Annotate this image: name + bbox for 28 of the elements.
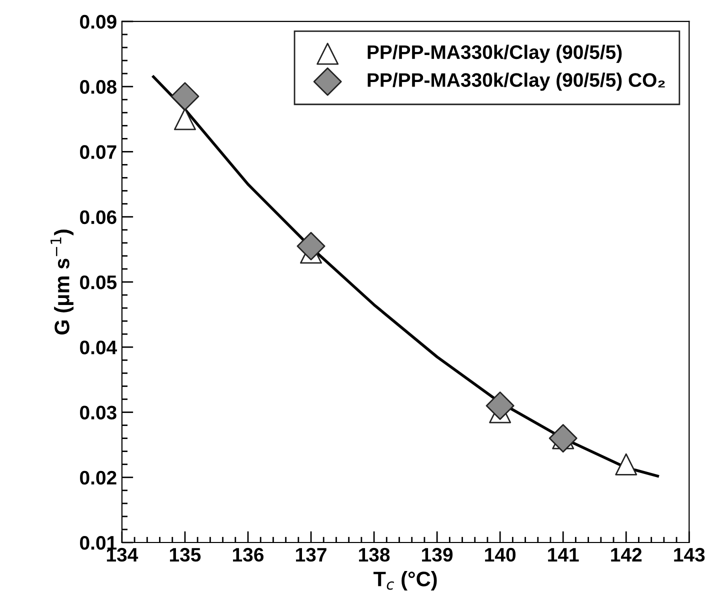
x-tick-label: 140: [485, 548, 516, 562]
point: [296, 232, 326, 260]
x-tick-label: 143: [674, 548, 705, 562]
point: [615, 453, 638, 476]
y-tick-label: 0.05: [80, 275, 117, 290]
y-tick-label: 0.01: [80, 536, 117, 550]
x-tick-label: 138: [359, 548, 390, 562]
legend-label: PP/PP-MA330k/Clay (90/5/5): [368, 44, 622, 63]
y-tick-label: 0.09: [80, 14, 116, 29]
x-axis-title: T$_{c}$ (°C): [373, 571, 437, 590]
x-tick-label: 136: [232, 548, 264, 562]
y-tick-label: 0.04: [80, 340, 117, 354]
x-tick-label: 141: [548, 548, 579, 562]
x-tick-label: 134: [106, 548, 138, 562]
y-tick-label: 0.06: [80, 210, 116, 224]
y-tick-label: 0.08: [80, 80, 116, 94]
x-tick-label: 135: [170, 548, 201, 562]
x-tick-label: 137: [296, 548, 326, 562]
y-tick-label: 0.03: [80, 406, 116, 420]
legend-label: PP/PP-MA330k/Clay (90/5/5) CO₂: [368, 72, 665, 91]
point: [486, 391, 514, 420]
y-axis-title: G (μm s$^{−1}$): [50, 230, 74, 335]
x-tick-label: 139: [422, 548, 453, 562]
point: [170, 82, 200, 111]
y-tick-label: 0.07: [80, 145, 116, 159]
x-tick-label: 142: [611, 548, 642, 562]
point: [174, 108, 196, 130]
y-tick-label: 0.02: [80, 470, 116, 485]
